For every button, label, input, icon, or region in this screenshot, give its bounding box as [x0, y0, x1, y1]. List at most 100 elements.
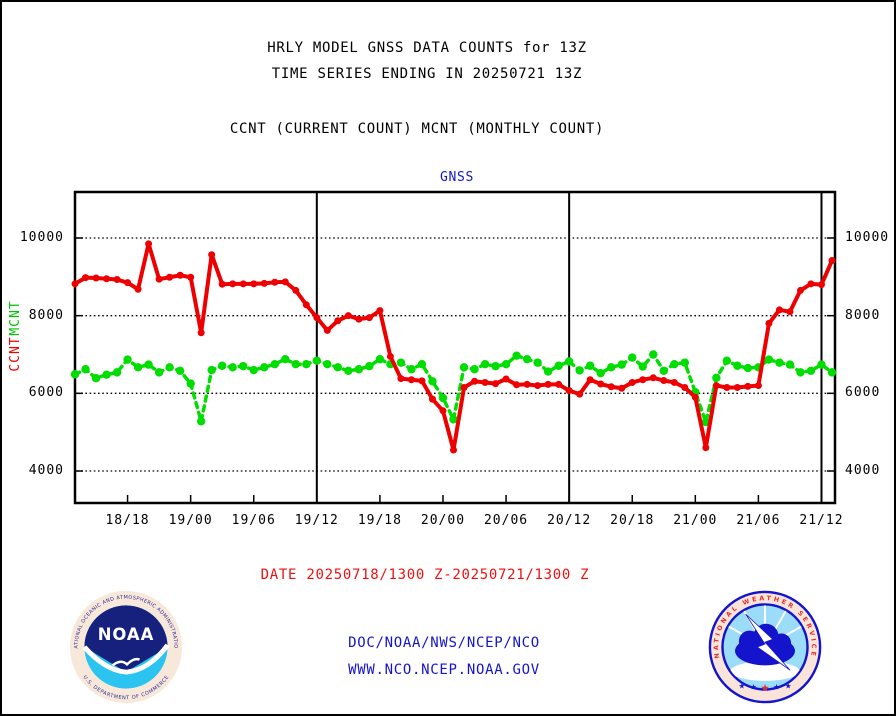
y-label-left-4000: 4000: [28, 463, 64, 478]
point-mcnt-19-23: [428, 377, 437, 386]
point-ccnt-19-17: [365, 314, 373, 322]
y-label-left-6000: 6000: [28, 385, 64, 401]
point-ccnt-21-12: [817, 281, 825, 289]
noaa-logo: NOAA NATIONAL OCEANIC AND ATMOSPHERIC AD…: [68, 589, 183, 704]
svg-text:★: ★: [738, 682, 745, 691]
y-label-left-8000: 8000: [28, 307, 64, 323]
point-ccnt-19-19: [386, 352, 394, 360]
point-ccnt-20-08: [523, 380, 531, 388]
point-mcnt-20-07: [512, 351, 521, 360]
point-ccnt-20-23: [681, 384, 689, 392]
date-range-caption: DATE 20250718/1300 Z-20250721/1300 Z: [260, 567, 590, 583]
point-ccnt-18-16: [103, 275, 111, 283]
point-mcnt-18-14: [81, 365, 90, 374]
y-label-right-8000: 8000: [845, 307, 881, 323]
point-ccnt-20-15: [597, 380, 605, 388]
point-mcnt-20-12: [564, 357, 574, 366]
point-mcnt-19-10: [291, 360, 300, 369]
point-mcnt-20-11: [554, 361, 563, 370]
point-ccnt-20-04: [481, 378, 489, 386]
point-ccnt-19-07: [260, 279, 268, 287]
point-ccnt-20-06: [502, 375, 510, 383]
point-mcnt-20-06: [501, 360, 511, 369]
point-mcnt-19-01: [196, 417, 206, 426]
point-ccnt-18-15: [92, 274, 100, 282]
point-mcnt-19-08: [270, 360, 279, 369]
point-mcnt-19-12: [312, 356, 322, 365]
point-mcnt-21-09: [785, 360, 795, 369]
point-ccnt-19-05: [239, 280, 247, 288]
point-ccnt-18-18: [124, 279, 132, 287]
point-mcnt-19-15: [344, 366, 353, 376]
svg-text:★: ★: [785, 682, 792, 691]
point-ccnt-19-04: [229, 280, 237, 288]
svg-text:★: ★: [750, 683, 757, 692]
point-mcnt-21-04: [733, 361, 742, 370]
point-ccnt-19-16: [355, 315, 363, 323]
point-ccnt-19-08: [271, 278, 279, 286]
point-mcnt-19-13: [323, 360, 332, 369]
point-mcnt-20-02: [459, 363, 469, 372]
point-mcnt-21-12: [817, 360, 826, 369]
plot-frame: [73, 190, 837, 505]
noaa-gull-wing-icon: [111, 657, 140, 667]
point-mcnt-21-10: [796, 368, 805, 377]
point-ccnt-20-19: [639, 376, 647, 384]
point-mcnt-19-22: [417, 360, 427, 369]
noaa-gull-icon: [82, 643, 170, 675]
point-ccnt-20-12: [565, 387, 573, 395]
point-mcnt-19-21: [407, 365, 416, 374]
point-ccnt-19-22: [418, 377, 426, 385]
point-ccnt-21-05: [744, 382, 752, 390]
point-mcnt-18-18: [123, 355, 132, 364]
point-mcnt-21-03: [722, 356, 732, 365]
point-ccnt-19-06: [250, 280, 258, 288]
point-ccnt-20-21: [660, 377, 668, 385]
point-ccnt-21-06: [754, 382, 762, 390]
point-ccnt-18-21: [155, 275, 163, 283]
point-mcnt-20-22: [670, 360, 679, 369]
point-ccnt-19-18: [376, 307, 384, 315]
point-ccnt-21-10: [796, 286, 804, 294]
point-mcnt-20-00: [438, 393, 448, 403]
x-label-19-00: 19/00: [168, 513, 213, 528]
point-mcnt-21-05: [743, 363, 753, 373]
point-ccnt-20-03: [471, 377, 479, 385]
point-ccnt-18-17: [113, 276, 121, 284]
point-mcnt-18-22: [165, 363, 174, 372]
x-label-21-12: 21/12: [799, 513, 844, 528]
point-mcnt-19-07: [260, 363, 269, 372]
point-ccnt-21-08: [775, 306, 783, 314]
point-ccnt-19-21: [407, 376, 415, 384]
point-mcnt-19-17: [365, 361, 374, 371]
point-mcnt-18-13: [70, 370, 80, 379]
point-mcnt-20-15: [596, 368, 605, 378]
point-mcnt-19-02: [207, 365, 216, 375]
point-mcnt-18-16: [102, 370, 111, 379]
y-label-right-10000: 10000: [845, 230, 890, 245]
footer-org-line: DOC/NOAA/NWS/NCEP/NCO: [348, 635, 540, 651]
x-label-21-00: 21/00: [673, 513, 718, 528]
point-ccnt-20-01: [450, 446, 457, 454]
y-label-right-6000: 6000: [845, 385, 881, 401]
svg-text:★: ★: [773, 683, 780, 692]
point-ccnt-18-23: [176, 271, 184, 279]
point-mcnt-20-09: [533, 358, 542, 367]
point-mcnt-19-04: [228, 363, 237, 372]
x-label-19-12: 19/12: [294, 513, 339, 528]
point-mcnt-20-20: [649, 350, 658, 359]
point-ccnt-19-14: [334, 317, 342, 325]
point-ccnt-19-03: [218, 280, 226, 288]
point-ccnt-20-00: [439, 407, 447, 415]
point-ccnt-19-13: [323, 326, 331, 334]
point-ccnt-21-04: [733, 384, 741, 392]
x-label-20-00: 20/00: [420, 513, 466, 528]
y-label-right-4000: 4000: [845, 463, 881, 478]
point-ccnt-18-14: [82, 274, 90, 282]
point-ccnt-18-13: [71, 280, 79, 288]
point-ccnt-19-10: [292, 286, 300, 294]
point-mcnt-21-07: [764, 355, 774, 364]
point-ccnt-19-15: [344, 312, 352, 320]
point-ccnt-21-09: [786, 308, 794, 316]
x-label-18-18: 18/18: [105, 513, 150, 528]
